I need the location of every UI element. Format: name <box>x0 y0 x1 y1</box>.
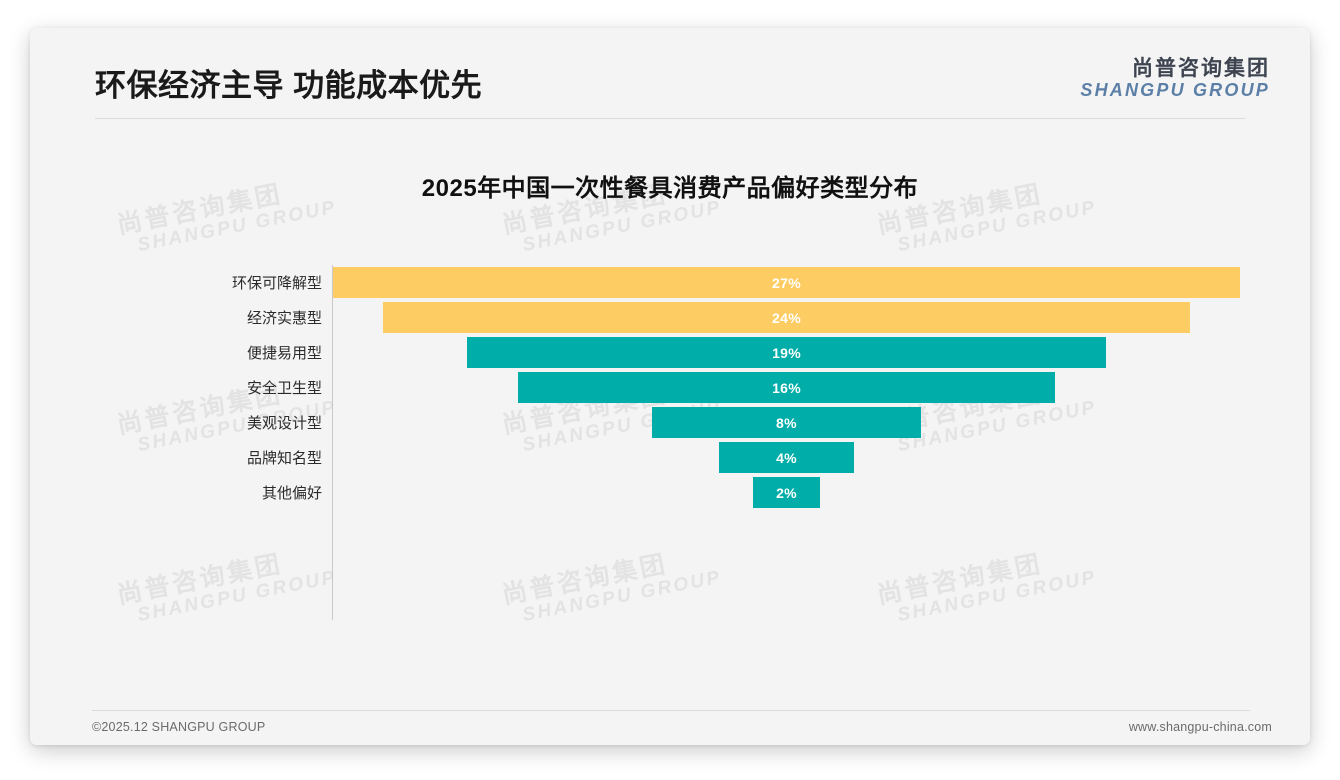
chart-bar[interactable]: 4% <box>719 442 854 473</box>
chart-bar[interactable]: 16% <box>517 372 1056 403</box>
chart-bar[interactable]: 19% <box>467 337 1106 368</box>
bar-value-label: 8% <box>776 414 797 431</box>
category-label: 美观设计型 <box>246 415 322 432</box>
chart-bar[interactable]: 27% <box>333 267 1240 298</box>
page-title: 环保经济主导 功能成本优先 <box>95 68 483 103</box>
watermark-en: SHANGPU GROUP <box>135 196 339 257</box>
bar-value-label: 16% <box>772 379 801 396</box>
category-label: 安全卫生型 <box>246 380 322 397</box>
bar-track: 2% <box>333 475 1240 510</box>
chart-row: 品牌知名型 4% <box>140 440 1240 475</box>
footer-divider <box>92 710 1250 711</box>
chart-bar[interactable]: 8% <box>652 407 921 438</box>
category-label: 其他偏好 <box>261 485 322 502</box>
brand-logo: 尚普咨询集团 SHANGPU GROUP <box>1080 57 1270 101</box>
chart-row: 其他偏好 2% <box>140 475 1240 510</box>
chart-bar[interactable]: 2% <box>752 477 821 508</box>
chart-title: 2025年中国一次性餐具消费产品偏好类型分布 <box>421 175 919 202</box>
category-label: 品牌知名型 <box>246 450 322 467</box>
category-label: 经济实惠型 <box>246 310 322 327</box>
bar-track: 19% <box>333 335 1240 370</box>
chart-row: 经济实惠型 24% <box>140 300 1240 335</box>
bar-track: 16% <box>333 370 1240 405</box>
bar-value-label: 19% <box>772 344 801 361</box>
footer-copyright: ©2025.12 SHANGPU GROUP <box>92 720 266 734</box>
slide-card: 尚普咨询集团 SHANGPU GROUP 尚普咨询集团 SHANGPU GROU… <box>30 28 1310 745</box>
bar-value-label: 24% <box>772 309 801 326</box>
watermark-en: SHANGPU GROUP <box>895 196 1099 257</box>
chart-rows: 环保可降解型 27% 经济实惠型 24% 便捷易用型 19% 安全卫生型 16% 美观设计型 8%… <box>140 265 1240 510</box>
bar-value-label: 27% <box>772 274 801 291</box>
chart-row: 安全卫生型 16% <box>140 370 1240 405</box>
slide-header: 环保经济主导 功能成本优先 尚普咨询集团 SHANGPU GROUP <box>30 28 1310 118</box>
funnel-chart: 环保可降解型 27% 经济实惠型 24% 便捷易用型 19% 安全卫生型 16% 美观设计型 8%… <box>140 265 1240 620</box>
bar-track: 4% <box>333 440 1240 475</box>
category-axis-line <box>332 265 333 620</box>
bar-value-label: 2% <box>776 484 797 501</box>
brand-logo-cn: 尚普咨询集团 <box>1132 57 1270 80</box>
bar-track: 27% <box>333 265 1240 300</box>
watermark-en: SHANGPU GROUP <box>520 196 724 257</box>
chart-row: 美观设计型 8% <box>140 405 1240 440</box>
bar-track: 24% <box>333 300 1240 335</box>
bar-track: 8% <box>333 405 1240 440</box>
bar-value-label: 4% <box>776 449 797 466</box>
chart-bar[interactable]: 24% <box>383 302 1190 333</box>
footer-website[interactable]: www.shangpu-china.com <box>1128 720 1272 734</box>
chart-row: 便捷易用型 19% <box>140 335 1240 370</box>
brand-logo-en: SHANGPU GROUP <box>1080 80 1270 101</box>
header-divider <box>95 118 1245 119</box>
slide-footer: ©2025.12 SHANGPU GROUP www.shangpu-china… <box>30 711 1310 745</box>
category-label: 便捷易用型 <box>246 345 322 362</box>
category-label: 环保可降解型 <box>231 275 322 292</box>
chart-row: 环保可降解型 27% <box>140 265 1240 300</box>
